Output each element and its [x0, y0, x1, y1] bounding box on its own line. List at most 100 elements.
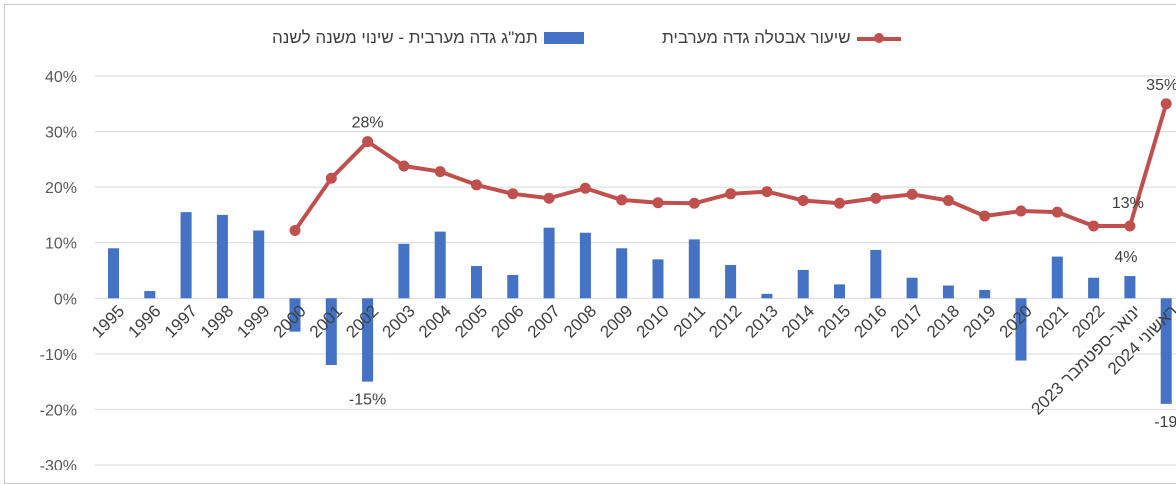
gdp-bar	[471, 266, 482, 299]
x-axis-label: 2010	[633, 301, 673, 341]
gdp-bar	[180, 212, 192, 299]
legend-item-gdp: תמ"ג גדה מערבית - שינוי משנה לשנה	[272, 28, 584, 48]
legend-label-unemployment: שיעור אבטלה גדה מערבית	[662, 28, 851, 47]
data-label: -19%	[1154, 414, 1176, 431]
unemployment-line-path	[293, 101, 1169, 233]
unemployment-line	[289, 98, 1172, 236]
unemployment-point	[616, 194, 628, 206]
unemployment-point	[688, 197, 700, 209]
gdp-bar	[1124, 276, 1136, 299]
gdp-bar	[434, 231, 446, 299]
unemployment-point	[398, 160, 410, 172]
data-label: 35%	[1146, 77, 1176, 94]
x-axis-label: 1995	[88, 301, 128, 341]
unemployment-point	[434, 166, 446, 178]
x-axis-label: 2019	[959, 301, 999, 341]
gdp-bar	[942, 285, 954, 299]
data-label: 13%	[1112, 195, 1144, 212]
legend-label-gdp: תמ"ג גדה מערבית - שינוי משנה לשנה	[272, 28, 538, 47]
gdp-bar	[725, 264, 737, 299]
unemployment-point	[834, 197, 845, 209]
x-axis-label: 2004	[415, 301, 455, 341]
x-axis-label: 2015	[814, 301, 854, 341]
x-axis-label: 2008	[560, 301, 600, 341]
unemployment-point	[579, 182, 591, 194]
gdp-bar	[761, 293, 773, 299]
x-axis-label: 2005	[451, 301, 491, 341]
unemployment-point	[1015, 205, 1027, 217]
unemployment-point	[325, 172, 337, 184]
unemployment-point	[1051, 206, 1063, 218]
x-axis-label: 1999	[233, 301, 273, 341]
unemployment-point	[761, 186, 773, 198]
unemployment-point	[471, 179, 482, 191]
x-axis-label: 2017	[887, 301, 927, 341]
gdp-bar	[108, 248, 119, 299]
x-axis-label: 1998	[197, 301, 237, 341]
y-tick-label: 10%	[45, 236, 77, 253]
y-tick-label: -10%	[40, 347, 77, 364]
gdp-bar	[797, 269, 809, 299]
y-tick-label: -30%	[40, 458, 77, 470]
gdp-bar	[1051, 256, 1063, 299]
gdp-bar	[1160, 298, 1172, 404]
data-label: 28%	[352, 115, 384, 132]
gdp-bar	[362, 298, 374, 382]
gdp-bar	[144, 291, 156, 299]
unemployment-point	[870, 192, 882, 204]
gdp-bar	[1015, 298, 1027, 361]
gdp-bar	[289, 298, 301, 332]
gdp-bar	[543, 227, 555, 299]
gdp-bar	[325, 298, 337, 365]
legend-item-unemployment: שיעור אבטלה גדה מערבית	[662, 28, 901, 48]
unemployment-point	[543, 192, 555, 204]
x-axis-label: 2012	[705, 301, 745, 341]
x-axis-label: 2016	[850, 301, 890, 341]
gdp-bar	[398, 243, 410, 299]
gdp-bars	[108, 212, 1172, 404]
unemployment-point	[1160, 98, 1172, 110]
x-axis-label: 2006	[487, 301, 527, 341]
y-tick-label: 30%	[45, 125, 77, 142]
x-axis-label: 2014	[778, 301, 818, 341]
x-axis-label: 2000	[270, 301, 310, 341]
y-tick-label: 20%	[45, 180, 77, 197]
data-labels: 28% 35% 13% 4% -15% -19%	[349, 77, 1176, 431]
gdp-bar	[870, 249, 882, 299]
gdp-bar	[906, 277, 918, 299]
gdp-bar	[652, 259, 664, 299]
unemployment-point	[942, 194, 954, 206]
x-axis-label: 1997	[161, 301, 201, 341]
gdp-bar	[616, 248, 628, 299]
x-axis-label: 2009	[596, 301, 636, 341]
gdp-bar	[688, 239, 700, 299]
x-axis-label: 2011	[670, 301, 709, 340]
unemployment-point	[1088, 220, 1100, 232]
gdp-bar	[216, 214, 228, 299]
y-tick-label: -20%	[40, 402, 77, 419]
chart-legend: תמ"ג גדה מערבית - שינוי משנה לשנה שיעור …	[0, 28, 1176, 54]
gdp-bar	[507, 274, 519, 299]
gridlines	[95, 75, 1176, 466]
x-axis-label: 2003	[379, 301, 419, 341]
x-axis-label: 2021	[1032, 301, 1072, 341]
x-axis-label: 2007	[524, 301, 564, 341]
gdp-bar	[979, 289, 991, 299]
data-label: 4%	[1114, 249, 1137, 266]
data-label: -15%	[349, 392, 386, 409]
gdp-bar	[1088, 277, 1100, 299]
unemployment-point	[979, 210, 991, 222]
unemployment-point	[362, 136, 374, 148]
gdp-bar	[579, 232, 591, 299]
unemployment-point	[906, 188, 918, 200]
y-tick-label: 40%	[45, 69, 77, 86]
x-axis-label: 2013	[742, 301, 782, 341]
unemployment-point	[797, 194, 809, 206]
gdp-bar	[253, 230, 265, 299]
unemployment-point	[652, 197, 664, 209]
x-axis-label: 1996	[124, 301, 164, 341]
y-axis-ticks: 40% 30% 20% 10% 0% -10% -20% -30%	[40, 69, 77, 470]
x-axis-label: 2018	[923, 301, 963, 341]
unemployment-point	[1124, 220, 1136, 232]
unemployment-point	[725, 188, 737, 200]
